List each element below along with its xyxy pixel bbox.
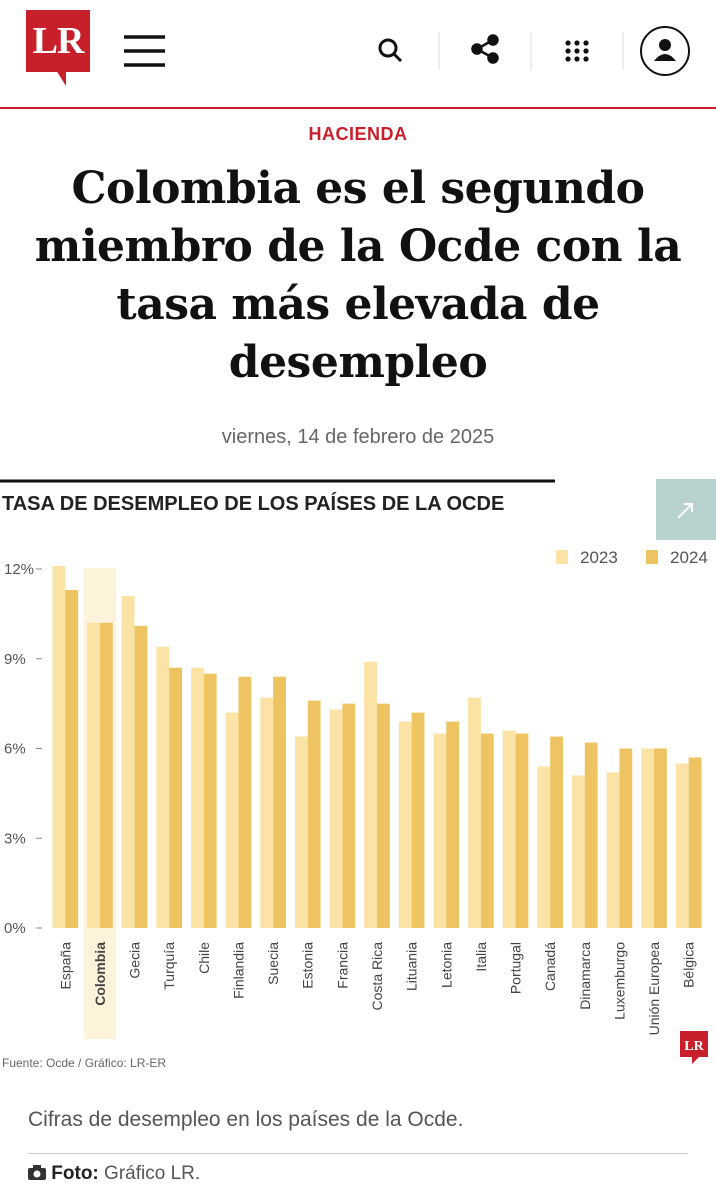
bar [654,748,667,928]
bar [550,736,563,928]
header-icons [124,26,690,76]
user-button[interactable] [640,26,690,76]
bar [52,566,66,928]
bar [675,763,689,928]
x-tick-label: Dinamarca [577,942,593,1010]
site-logo[interactable]: LR [26,10,90,72]
x-tick-label: Lituania [404,942,420,991]
photo-credit: Foto: Gráfico LR. [28,1163,200,1185]
photo-label: Foto: [51,1163,99,1184]
bar [606,772,620,928]
bar [688,757,702,928]
bar [364,661,377,928]
x-tick-label: Gecia [127,942,143,979]
chart: TASA DE DESEMPLEO DE LOS PAÍSES DE LA OC… [0,479,716,1070]
bar [307,700,321,928]
bar [446,721,460,928]
bar [537,766,551,928]
chart-title: TASA DE DESEMPLEO DE LOS PAÍSES DE LA OC… [2,492,504,515]
x-tick-label: Chile [196,942,212,974]
y-tick-label: 12% [4,561,34,578]
y-tick-label: 3% [4,830,26,847]
bar [619,748,633,928]
x-tick-label: Luxemburgo [611,942,627,1020]
bar [515,733,529,928]
legend-swatch [646,550,658,564]
bar [398,721,412,928]
bar [203,673,217,928]
x-tick-label: Estonia [300,942,316,989]
headline: Colombia es el segundo miembro de la Ocd… [34,163,682,388]
bar [134,625,148,928]
search-button[interactable] [378,38,403,63]
bar [225,712,239,928]
legend-label: 2024 [670,548,708,567]
header-rule [0,107,716,109]
bar [433,733,447,928]
x-tick-label: Suecia [265,942,281,985]
share-button[interactable] [471,34,499,64]
bar [411,712,425,928]
x-tick-label: Letonia [438,942,454,988]
bar [294,736,308,928]
legend-label: 2023 [580,548,618,567]
x-tick-label: España [57,942,73,990]
x-tick-label: Italia [473,942,489,972]
bar [99,622,113,928]
bar [191,667,204,928]
bar [329,709,343,928]
bar [156,646,170,928]
bar [377,703,390,928]
legend-swatch [556,550,568,564]
camera-icon [28,1165,46,1180]
x-tick-label: Costa Rica [369,942,385,1011]
chart-logo-box [680,1031,708,1057]
logo-tail [56,70,66,86]
section-label[interactable]: HACIENDA [308,124,408,144]
y-tick-label: 9% [4,651,26,668]
x-tick-label: Finlandia [230,942,246,999]
date: viernes, 14 de febrero de 2025 [221,426,495,448]
chart-logo-tail [692,1056,700,1064]
bar [273,676,286,928]
bar [238,676,252,928]
separator [28,1153,688,1154]
bar [571,775,585,928]
bar [641,748,655,928]
y-tick-label: 6% [4,741,26,758]
bar [87,622,100,928]
photo-source: Gráfico LR. [104,1163,201,1184]
bar [121,595,135,928]
x-tick-label: Portugal [508,942,524,994]
menu-button[interactable] [124,35,165,67]
x-tick-label: Bélgica [681,942,697,988]
bar [502,730,516,928]
x-tick-label: Colombia [92,942,108,1006]
bar [260,697,274,928]
x-tick-label: Turquía [161,942,177,990]
bar [169,667,183,928]
bar [468,697,481,928]
y-tick-label: 0% [4,920,26,937]
apps-button[interactable] [565,40,589,62]
caption: Cifras de desempleo en los países de la … [28,1108,464,1131]
bar [480,733,494,928]
bar [65,589,79,928]
chart-logo: LR [684,1039,704,1054]
chart-source: Fuente: Ocde / Gráfico: LR-ER [2,1056,166,1070]
x-tick-label: Unión Europea [646,942,662,1036]
x-tick-label: Canadá [542,942,558,991]
bar [584,742,598,928]
bar [342,703,356,928]
expand-button[interactable] [656,479,716,540]
x-tick-label: Francia [334,942,350,989]
